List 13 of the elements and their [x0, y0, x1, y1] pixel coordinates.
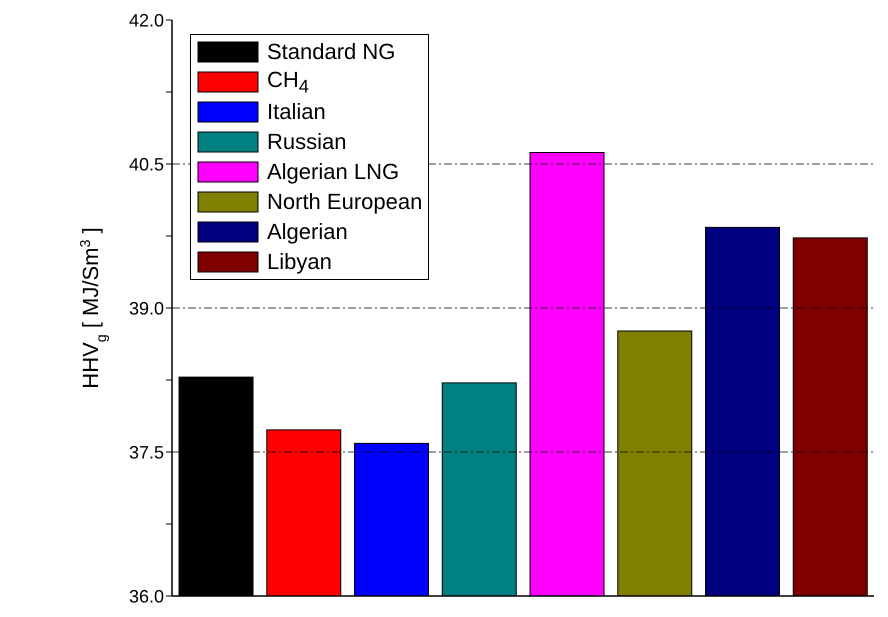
y-tick-label: 40.5 — [128, 154, 164, 174]
legend-label: Standard NG — [267, 39, 396, 65]
y-tick-label: 37.5 — [128, 442, 164, 462]
y-tick-label: 42.0 — [128, 10, 164, 30]
legend-label: Russian — [267, 129, 346, 155]
legend-label: Libyan — [267, 249, 332, 275]
y-tick-label: 39.0 — [128, 298, 164, 318]
legend-label: Algerian — [267, 219, 348, 245]
legend-label: Italian — [267, 99, 326, 125]
legend-label: Algerian LNG — [267, 159, 400, 185]
legend-label: North European — [267, 189, 422, 215]
y-tick-label: 36.0 — [128, 586, 164, 606]
legend-label: CH$_{4}$ — [267, 66, 309, 98]
